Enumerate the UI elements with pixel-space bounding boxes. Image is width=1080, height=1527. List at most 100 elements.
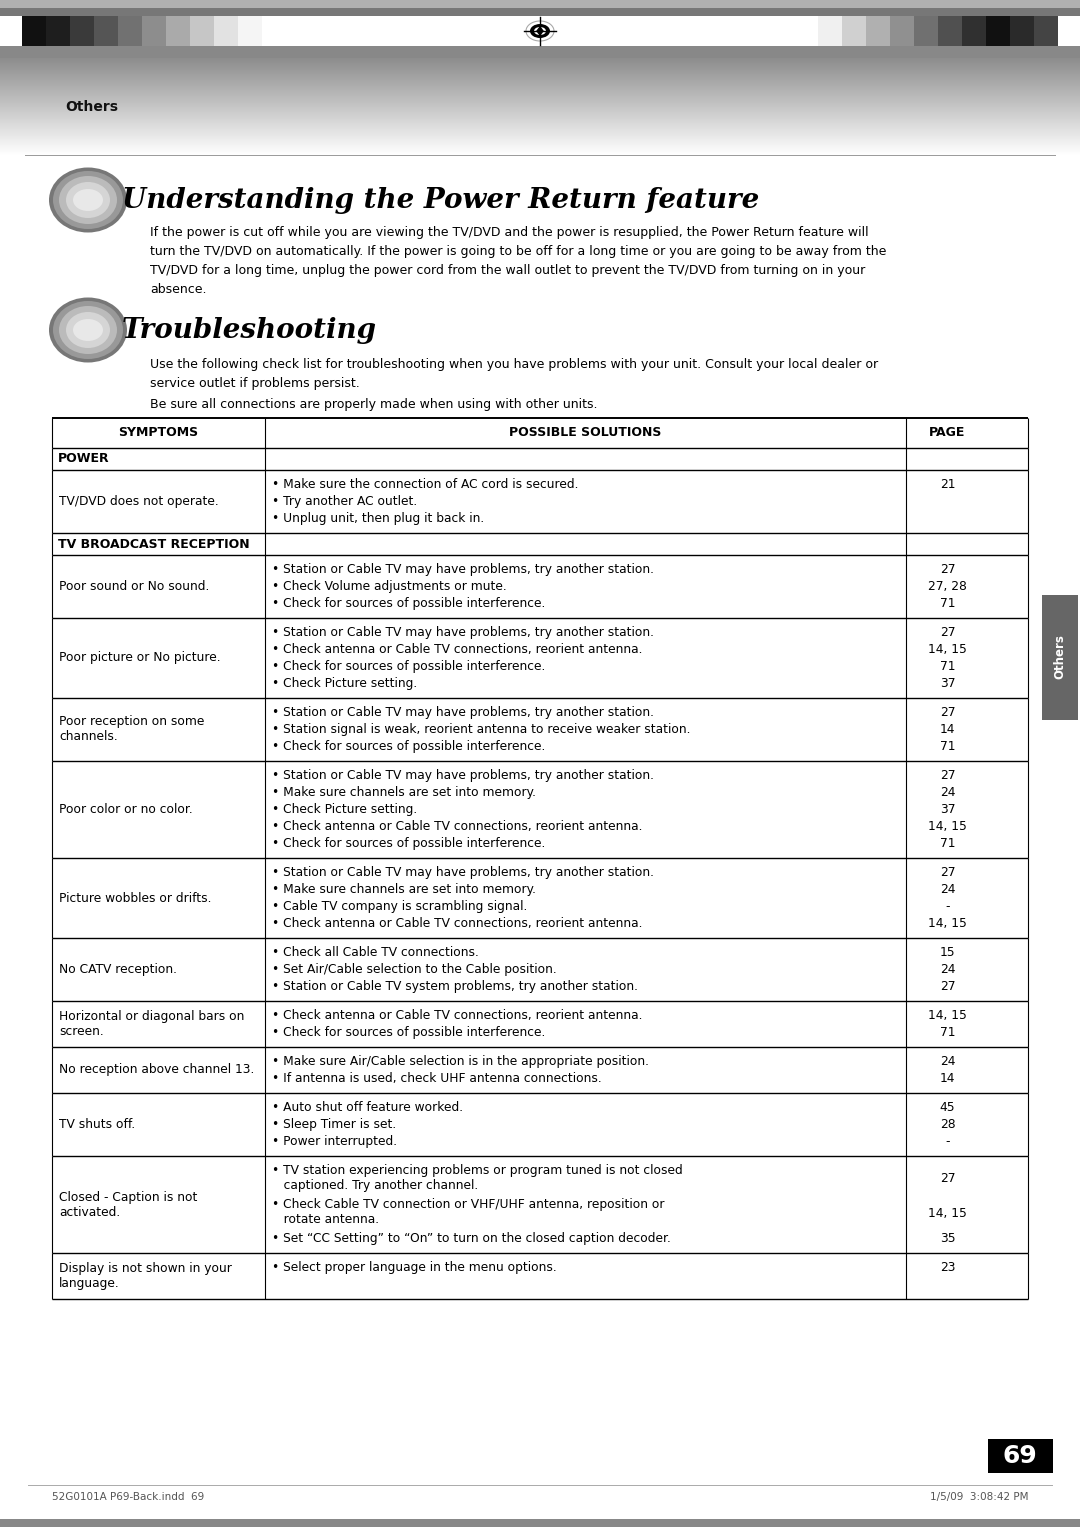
Text: 27: 27: [940, 626, 955, 638]
Bar: [94, 15, 118, 46]
Text: SYMPTOMS: SYMPTOMS: [119, 426, 199, 440]
Text: • Unplug unit, then plug it back in.: • Unplug unit, then plug it back in.: [272, 512, 484, 525]
Text: • Check Volume adjustments or mute.: • Check Volume adjustments or mute.: [272, 580, 507, 592]
Text: 21: 21: [940, 478, 955, 492]
Text: Poor sound or No sound.: Poor sound or No sound.: [59, 580, 210, 592]
Text: • Check all Cable TV connections.: • Check all Cable TV connections.: [272, 947, 478, 959]
Bar: [988, 1438, 1053, 1474]
Text: • Make sure Air/Cable selection is in the appropriate position.: • Make sure Air/Cable selection is in th…: [272, 1055, 649, 1067]
Ellipse shape: [530, 24, 550, 38]
Text: 35: 35: [940, 1232, 956, 1245]
Ellipse shape: [73, 189, 103, 211]
Text: 14, 15: 14, 15: [928, 1206, 967, 1220]
Text: • Check Picture setting.: • Check Picture setting.: [272, 676, 417, 690]
Bar: [141, 15, 166, 46]
Text: • Check for sources of possible interference.: • Check for sources of possible interfer…: [272, 837, 545, 851]
Text: • Power interrupted.: • Power interrupted.: [272, 1135, 396, 1148]
Text: • Set “CC Setting” to “On” to turn on the closed caption decoder.: • Set “CC Setting” to “On” to turn on th…: [272, 1232, 671, 1245]
Text: • Cable TV company is scrambling signal.: • Cable TV company is scrambling signal.: [272, 899, 527, 913]
Text: • Check for sources of possible interference.: • Check for sources of possible interfer…: [272, 597, 545, 609]
Bar: [118, 15, 141, 46]
Text: TV shuts off.: TV shuts off.: [59, 1118, 135, 1132]
Bar: [866, 15, 890, 46]
Text: 45: 45: [940, 1101, 956, 1115]
Text: Poor picture or No picture.: Poor picture or No picture.: [59, 652, 220, 664]
Bar: [190, 15, 214, 46]
Ellipse shape: [53, 171, 123, 229]
Text: • Make sure channels are set into memory.: • Make sure channels are set into memory…: [272, 786, 536, 799]
Bar: [214, 15, 238, 46]
Text: 27: 27: [940, 705, 955, 719]
Bar: [0, 1519, 1080, 1527]
Text: • Check antenna or Cable TV connections, reorient antenna.: • Check antenna or Cable TV connections,…: [272, 820, 643, 834]
Text: • Check Picture setting.: • Check Picture setting.: [272, 803, 417, 815]
Bar: [914, 15, 939, 46]
Text: 1/5/09  3:08:42 PM: 1/5/09 3:08:42 PM: [930, 1492, 1028, 1503]
Text: • Check antenna or Cable TV connections, reorient antenna.: • Check antenna or Cable TV connections,…: [272, 643, 643, 657]
Text: Horizontal or diagonal bars on
screen.: Horizontal or diagonal bars on screen.: [59, 1009, 244, 1038]
Text: Display is not shown in your
language.: Display is not shown in your language.: [59, 1261, 232, 1290]
Text: Be sure all connections are properly made when using with other units.: Be sure all connections are properly mad…: [150, 399, 597, 411]
Text: • Make sure the connection of AC cord is secured.: • Make sure the connection of AC cord is…: [272, 478, 578, 492]
Text: 69: 69: [1002, 1445, 1038, 1467]
Bar: [0, 0, 1080, 8]
Text: • Sleep Timer is set.: • Sleep Timer is set.: [272, 1118, 396, 1132]
Ellipse shape: [66, 182, 110, 218]
Bar: [1010, 15, 1034, 46]
Text: • Station or Cable TV system problems, try another station.: • Station or Cable TV system problems, t…: [272, 980, 638, 993]
Text: • Check antenna or Cable TV connections, reorient antenna.: • Check antenna or Cable TV connections,…: [272, 1009, 643, 1022]
Text: Poor color or no color.: Poor color or no color.: [59, 803, 192, 815]
Bar: [890, 15, 914, 46]
Text: 27: 27: [940, 1173, 955, 1185]
Text: POWER: POWER: [58, 452, 110, 466]
Text: No CATV reception.: No CATV reception.: [59, 964, 177, 976]
Text: Others: Others: [65, 99, 118, 115]
Text: 71: 71: [940, 597, 955, 609]
Text: • Check for sources of possible interference.: • Check for sources of possible interfer…: [272, 1026, 545, 1038]
Ellipse shape: [73, 319, 103, 341]
Text: 15: 15: [940, 947, 956, 959]
Ellipse shape: [53, 301, 123, 359]
Bar: [46, 15, 70, 46]
Text: • Station or Cable TV may have problems, try another station.: • Station or Cable TV may have problems,…: [272, 866, 653, 880]
Text: • Check Cable TV connection or VHF/UHF antenna, reposition or
   rotate antenna.: • Check Cable TV connection or VHF/UHF a…: [272, 1199, 664, 1226]
Text: 27, 28: 27, 28: [928, 580, 967, 592]
Text: If the power is cut off while you are viewing the TV/DVD and the power is resupp: If the power is cut off while you are vi…: [150, 226, 887, 296]
Text: • Check antenna or Cable TV connections, reorient antenna.: • Check antenna or Cable TV connections,…: [272, 918, 643, 930]
Text: • Select proper language in the menu options.: • Select proper language in the menu opt…: [272, 1261, 556, 1274]
Text: Picture wobbles or drifts.: Picture wobbles or drifts.: [59, 892, 212, 904]
Text: 14, 15: 14, 15: [928, 643, 967, 657]
Text: 27: 27: [940, 980, 955, 993]
Bar: [70, 15, 94, 46]
Ellipse shape: [66, 312, 110, 348]
Bar: [818, 15, 842, 46]
Text: • Station or Cable TV may have problems, try another station.: • Station or Cable TV may have problems,…: [272, 770, 653, 782]
Ellipse shape: [59, 305, 117, 354]
Bar: [1042, 596, 1078, 721]
Text: 27: 27: [940, 563, 955, 576]
Ellipse shape: [526, 21, 554, 41]
Text: 14: 14: [940, 1072, 955, 1086]
Bar: [986, 15, 1010, 46]
Bar: [0, 46, 1080, 58]
Bar: [238, 15, 262, 46]
Text: Use the following check list for troubleshooting when you have problems with you: Use the following check list for trouble…: [150, 357, 878, 389]
Text: 27: 27: [940, 866, 955, 880]
Text: -: -: [945, 1135, 949, 1148]
Polygon shape: [537, 27, 543, 35]
Ellipse shape: [534, 27, 546, 35]
Text: 24: 24: [940, 786, 955, 799]
Text: POSSIBLE SOLUTIONS: POSSIBLE SOLUTIONS: [509, 426, 662, 440]
Text: PAGE: PAGE: [929, 426, 966, 440]
Text: No reception above channel 13.: No reception above channel 13.: [59, 1063, 255, 1077]
Bar: [166, 15, 190, 46]
Text: Poor reception on some
channels.: Poor reception on some channels.: [59, 716, 204, 744]
Text: 14, 15: 14, 15: [928, 1009, 967, 1022]
Text: Troubleshooting: Troubleshooting: [122, 316, 377, 344]
Text: • Station or Cable TV may have problems, try another station.: • Station or Cable TV may have problems,…: [272, 626, 653, 638]
Bar: [0, 8, 1080, 15]
Text: Others: Others: [1053, 635, 1067, 680]
Bar: [962, 15, 986, 46]
Text: • Check for sources of possible interference.: • Check for sources of possible interfer…: [272, 660, 545, 673]
Text: • Try another AC outlet.: • Try another AC outlet.: [272, 495, 417, 508]
